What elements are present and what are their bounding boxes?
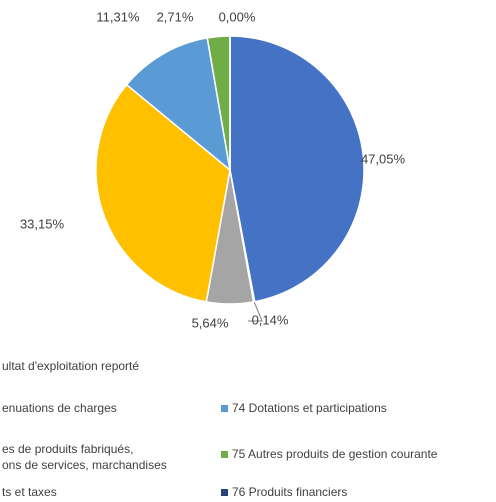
data-label: 2,71% [157,9,194,24]
legend-label: 76 Produits financiers [232,485,348,499]
legend-marker [221,451,228,458]
leader-line [248,301,263,322]
data-label: 11,31% [96,9,140,24]
data-label: 47,05% [361,151,406,166]
data-label: 0,00% [219,9,256,24]
pie-slice [95,83,231,303]
legend-label: ultat d'exploitation reporté [2,359,140,373]
legend-label: ts et taxes [2,485,57,499]
data-label: 33,15% [20,216,65,231]
pie-slice [229,35,365,303]
legend-label: es de produits fabriqués, ons de service… [2,442,167,472]
data-label: 0,14% [252,312,289,327]
data-label: 5,64% [192,315,229,330]
legend-label: 75 Autres produits de gestion courante [232,447,438,461]
legend-marker [221,405,228,412]
legend-marker [221,489,228,496]
pie-slice [125,37,232,172]
legend-label: enuations de charges [2,401,117,415]
legend-label: 74 Dotations et participations [232,401,387,415]
